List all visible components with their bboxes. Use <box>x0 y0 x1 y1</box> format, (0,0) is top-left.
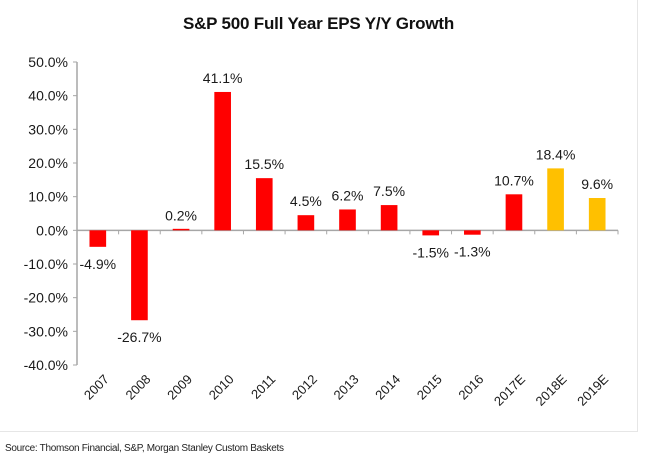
data-label-2019E: 9.6% <box>581 176 613 192</box>
chart-title: S&P 500 Full Year EPS Y/Y Growth <box>182 14 455 33</box>
data-label-2014: 7.5% <box>373 183 405 199</box>
bar-2008 <box>131 230 148 321</box>
x-tick-label: 2010 <box>206 372 237 403</box>
y-tick-label: -40.0% <box>24 357 68 373</box>
data-label-2016: -1.3% <box>454 244 491 260</box>
x-tick-label: 2015 <box>414 372 445 403</box>
bar-2014 <box>380 205 398 231</box>
bar-2013 <box>339 209 356 231</box>
data-label-2008: -26.7% <box>117 329 161 345</box>
data-label-2012: 4.5% <box>290 193 322 209</box>
x-tick-label: 2013 <box>331 372 362 403</box>
data-label-2011: 15.5% <box>244 156 284 172</box>
chart-frame <box>0 0 638 432</box>
bar-2010 <box>214 91 231 231</box>
y-tick-label: -30.0% <box>24 323 68 339</box>
y-tick-label: 0.0% <box>36 222 68 238</box>
y-tick-label: 30.0% <box>28 121 68 137</box>
x-tick-label: 2019E <box>574 371 611 408</box>
y-tick-label: -10.0% <box>24 256 68 272</box>
x-axis <box>77 229 619 235</box>
bar-2015 <box>422 230 440 236</box>
bar-2009 <box>172 228 190 231</box>
x-tick-label: 2007 <box>81 372 112 403</box>
x-tick-label: 2018E <box>533 371 570 408</box>
data-labels: -4.9% -26.7% 0.2% 41.1% 15.5% 4.5% 6.2% 7.5% -1.… <box>80 70 614 345</box>
bars <box>89 91 606 321</box>
x-tick-label: 2017E <box>491 371 528 408</box>
x-tick-label: 2014 <box>372 372 403 403</box>
bar-2007 <box>89 230 107 247</box>
data-label-2010: 41.1% <box>203 70 243 86</box>
bar-2012 <box>297 215 315 231</box>
source-note: Source: Thomson Financial, S&P, Morgan S… <box>5 443 284 454</box>
y-tick-label: 50.0% <box>28 54 68 70</box>
x-tick-labels: 2007 2008 2009 2010 2011 2012 2013 2014 2015 2016… <box>81 371 612 408</box>
x-tick-label: 2008 <box>122 372 153 403</box>
x-tick-label: 2012 <box>289 372 320 403</box>
data-label-2009: 0.2% <box>165 207 197 223</box>
y-tick-label: -20.0% <box>24 290 68 306</box>
x-tick-label: 2009 <box>164 372 195 403</box>
y-tick-label: 10.0% <box>28 189 68 205</box>
y-axis: 50.0% 40.0% 30.0% 20.0% 10.0% 0.0% -10.0% -20.0… <box>24 54 78 373</box>
bar-2011 <box>255 178 273 231</box>
y-tick-label: 40.0% <box>28 88 68 104</box>
bar-2018E <box>547 168 564 231</box>
bar-2019E <box>588 198 606 231</box>
bar-2017E <box>505 194 523 231</box>
x-tick-label: 2016 <box>455 372 486 403</box>
x-tick-label: 2011 <box>248 372 278 402</box>
data-label-2013: 6.2% <box>332 187 364 203</box>
y-tick-label: 20.0% <box>28 155 68 171</box>
data-label-2015: -1.5% <box>412 244 449 260</box>
data-label-2017E: 10.7% <box>494 172 534 188</box>
data-label-2018E: 18.4% <box>536 146 576 162</box>
data-label-2007: -4.9% <box>80 256 117 272</box>
bar-2016 <box>464 230 481 235</box>
